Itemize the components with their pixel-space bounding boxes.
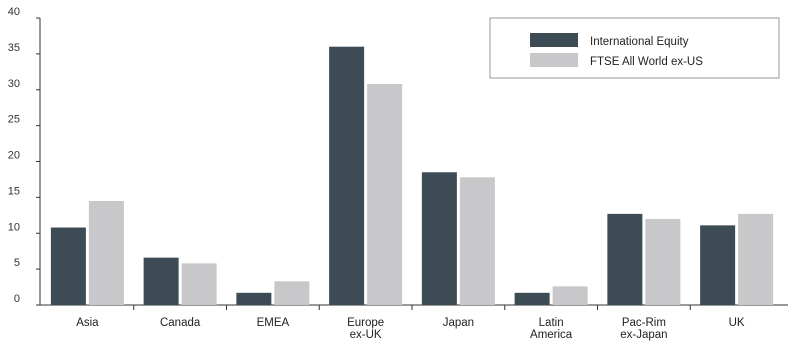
bars: [50, 46, 774, 305]
bar-international-equity-uk: [700, 225, 736, 305]
y-axis: 0 5 10 15 20 25 30 35 40: [8, 6, 41, 306]
bar-international-equity-canada: [143, 257, 179, 305]
bar-international-equity-emea: [236, 292, 272, 305]
x-category-label: EMEA: [257, 317, 290, 329]
y-tick-label: 15: [8, 185, 20, 197]
bar-ftse-all-world-latin-america: [552, 286, 588, 305]
x-category-label: Europe: [347, 317, 384, 329]
y-tick-label: 5: [14, 257, 20, 269]
x-category-label: ex-UK: [350, 329, 382, 341]
y-tick-label: 20: [8, 150, 20, 162]
bar-international-equity-asia: [50, 227, 86, 305]
bar-ftse-all-world-pac-rim-ex-japan: [645, 218, 681, 305]
bar-ftse-all-world-emea: [274, 281, 310, 305]
bar-ftse-all-world-canada: [181, 263, 217, 305]
x-category-label: Canada: [160, 317, 201, 329]
bar-ftse-all-world-europe-ex-uk: [367, 84, 403, 305]
bar-international-equity-latin-america: [514, 292, 550, 305]
bar-ftse-all-world-asia: [88, 200, 124, 305]
legend-box: [489, 17, 780, 79]
bar-international-equity-pac-rim-ex-japan: [607, 213, 643, 305]
x-category-label: Pac-Rim: [622, 317, 666, 329]
bar-international-equity-europe-ex-uk: [329, 46, 365, 305]
x-category-label: UK: [729, 317, 745, 329]
y-tick-label: 0: [14, 293, 20, 305]
bar-ftse-all-world-japan: [459, 177, 495, 305]
legend-swatch-international-equity: [530, 33, 578, 47]
legend: International Equity FTSE All World ex-U…: [489, 17, 780, 79]
x-category-label: ex-Japan: [620, 329, 667, 341]
x-category-label: Japan: [443, 317, 474, 329]
legend-label-international-equity: International Equity: [590, 36, 689, 48]
x-category-label: Latin: [539, 317, 564, 329]
y-tick-label: 30: [8, 78, 20, 90]
y-tick-label: 10: [8, 221, 20, 233]
x-category-label: America: [530, 329, 573, 341]
y-tick-label: 40: [8, 6, 20, 18]
legend-swatch-ftse-all-world: [530, 53, 578, 67]
bar-ftse-all-world-uk: [738, 213, 774, 305]
y-tick-label: 35: [8, 42, 20, 54]
bar-international-equity-japan: [421, 172, 457, 305]
x-category-label: Asia: [76, 317, 99, 329]
legend-label-ftse-all-world: FTSE All World ex-US: [590, 56, 703, 68]
y-tick-label: 25: [8, 114, 20, 126]
